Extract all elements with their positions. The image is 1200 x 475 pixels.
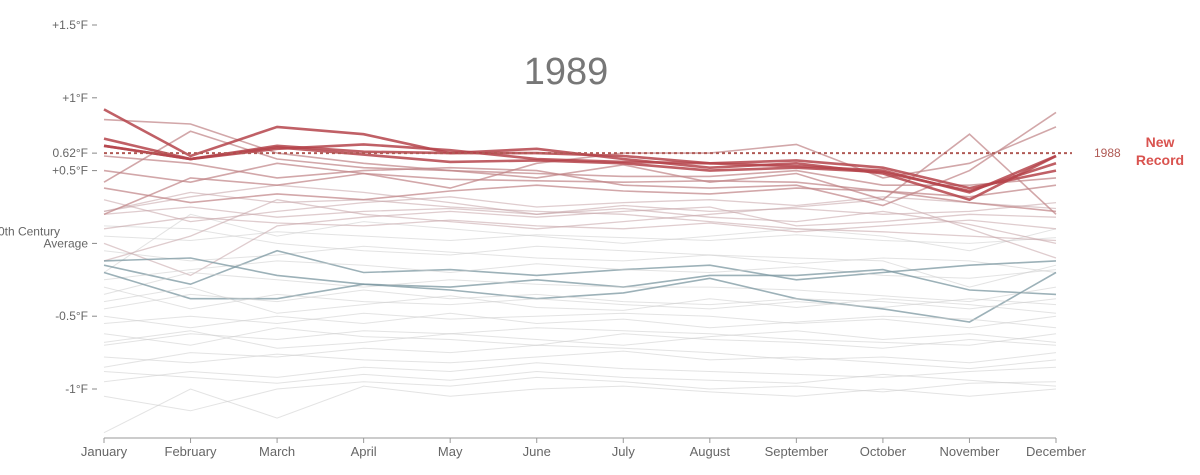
series-line-11 (103, 213, 1057, 273)
x-tick-label-8: September (765, 444, 829, 459)
series-line-22 (103, 344, 1057, 368)
series-line-39 (103, 201, 1057, 218)
series-line-16 (103, 257, 1057, 296)
x-tick-label-4: May (438, 444, 463, 459)
series-lines (103, 108, 1057, 434)
record-annotation-line2: Record (1136, 152, 1184, 168)
y-tick-label-4: Average (44, 236, 89, 250)
series-line-34 (103, 260, 1057, 281)
series-line-30 (103, 350, 1057, 370)
series-line-28 (103, 231, 1057, 244)
x-tick-label-0: January (81, 444, 128, 459)
x-tick-label-6: July (612, 444, 636, 459)
series-line-24 (103, 376, 1057, 412)
x-tick-label-5: June (523, 444, 551, 459)
series-line-23 (103, 362, 1057, 383)
x-tick-label-1: February (165, 444, 218, 459)
y-tick-label-0: +1.5°F (52, 18, 88, 32)
series-line-26 (103, 286, 1057, 310)
x-tick-label-10: November (939, 444, 1000, 459)
series-line-10 (103, 191, 1057, 242)
annotations: 1988 New Record (104, 134, 1184, 168)
series-line-33 (103, 184, 1057, 204)
reference-line-label: 1988 (1094, 146, 1121, 160)
series-line-14 (103, 249, 1057, 286)
baseline-label: 20th Century (0, 224, 60, 238)
series-line-35 (103, 312, 1057, 329)
series-line-15 (103, 271, 1057, 323)
y-tick-label-3: +0.5°F (52, 164, 88, 178)
series-line-25 (103, 385, 1057, 434)
series-line-20 (103, 312, 1057, 329)
y-tick-label-6: -1°F (65, 382, 88, 396)
x-tick-label-3: April (351, 444, 377, 459)
x-tick-label-2: March (259, 444, 295, 459)
chart-title: 1989 (524, 51, 609, 93)
series-line-0 (103, 108, 1057, 202)
series-line-37 (103, 216, 1057, 233)
series-line-8 (103, 137, 1057, 190)
x-axis: January February March April May June July Augu… (81, 437, 1087, 459)
series-line-19 (103, 289, 1057, 310)
y-tick-label-1: +1°F (62, 91, 88, 105)
series-line-29 (103, 327, 1057, 349)
x-tick-label-9: October (860, 444, 907, 459)
series-line-4 (103, 162, 1057, 213)
x-tick-label-11: December (1026, 444, 1087, 459)
y-tick-label-5: -0.5°F (55, 309, 88, 323)
series-line-5 (103, 130, 1057, 215)
series-line-38 (103, 330, 1057, 349)
series-line-32 (103, 196, 1057, 223)
series-line-18 (103, 271, 1057, 303)
y-axis: +1.5°F +1°F 0.62°F +0.5°F Average -0.5°F -1°F 2… (0, 18, 97, 396)
y-tick-label-2: 0.62°F (53, 146, 88, 160)
series-line-7 (103, 111, 1057, 207)
series-line-21 (103, 327, 1057, 346)
series-line-13 (103, 206, 1057, 277)
series-line-17 (103, 225, 1057, 288)
series-line-36 (103, 370, 1057, 387)
x-tick-label-7: August (690, 444, 731, 459)
series-line-12 (103, 199, 1057, 262)
series-line-31 (103, 286, 1057, 314)
record-annotation-line1: New (1146, 134, 1175, 150)
